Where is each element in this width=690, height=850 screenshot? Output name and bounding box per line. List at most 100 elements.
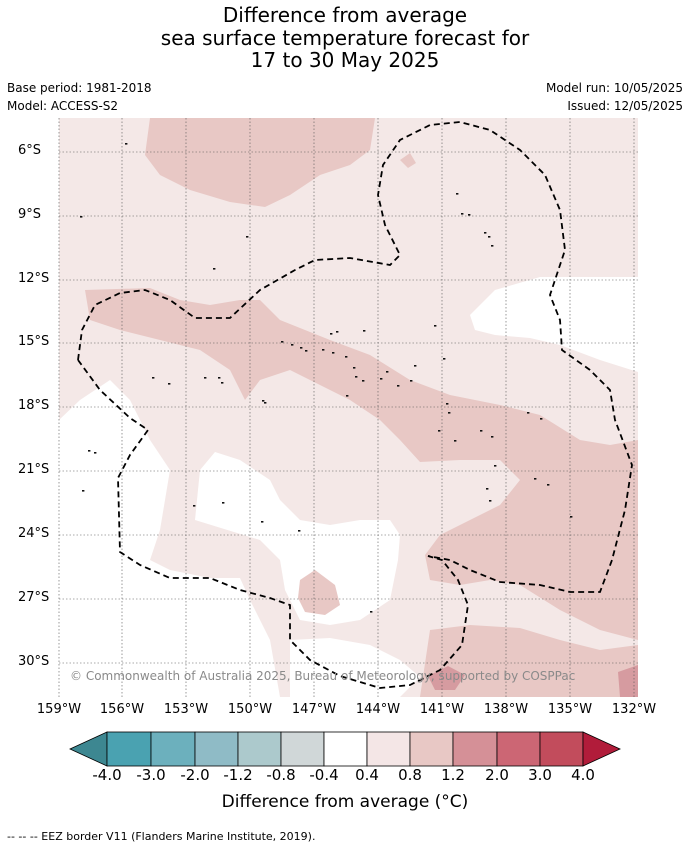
sst-anomaly-field	[59, 118, 638, 697]
island-mark	[491, 245, 494, 247]
island-mark	[125, 143, 128, 145]
longitude-label: 144°W	[355, 702, 401, 717]
longitude-label: 156°W	[99, 702, 145, 717]
island-mark	[448, 412, 451, 414]
meta-right: Model run: 10/05/2025 Issued: 12/05/2025	[546, 79, 683, 115]
island-mark	[353, 367, 356, 369]
warm-region-small	[400, 153, 416, 168]
title-line-1: Difference from average	[222, 3, 468, 27]
island-mark	[414, 365, 417, 367]
island-mark	[534, 478, 537, 480]
colorbar-tick-label: -0.8	[266, 766, 296, 784]
island-mark	[332, 352, 335, 354]
colorbar-tick-label: -0.4	[309, 766, 339, 784]
chart-title: Difference from average sea surface temp…	[0, 4, 690, 72]
longitude-label: 132°W	[611, 702, 657, 717]
island-mark	[386, 371, 389, 373]
eez-line-polynesia	[77, 121, 633, 593]
island-mark	[291, 344, 294, 346]
latitude-label: 30°S	[18, 654, 50, 669]
island-mark	[461, 213, 464, 215]
colorbar-tick-label: 4.0	[571, 766, 595, 784]
island-mark	[213, 268, 216, 270]
island-mark	[152, 377, 155, 379]
colorbar-segment	[366, 731, 411, 767]
island-mark	[446, 403, 449, 405]
latitude-label: 21°S	[18, 462, 50, 477]
title-line-3: 17 to 30 May 2025	[250, 48, 440, 72]
title-line-2: sea surface temperature forecast for	[160, 25, 530, 50]
colorbar-tick-label: 0.8	[398, 766, 422, 784]
island-mark	[486, 488, 489, 490]
islands	[80, 143, 573, 613]
island-mark	[491, 436, 494, 438]
island-mark	[88, 450, 91, 452]
latitude-label: 24°S	[18, 526, 50, 541]
island-mark	[438, 430, 441, 432]
island-mark	[480, 430, 483, 432]
island-mark	[322, 349, 325, 351]
longitude-label: 138°W	[483, 702, 529, 717]
island-mark	[336, 331, 339, 333]
island-mark	[298, 530, 301, 532]
colorbar-tick-label: 3.0	[528, 766, 552, 784]
island-mark	[261, 521, 264, 523]
hot-spot-corner	[618, 665, 638, 697]
island-mark	[82, 490, 85, 492]
longitude-label: 147°W	[291, 702, 337, 717]
eez-border	[77, 121, 633, 689]
colorbar-extend-low	[69, 731, 108, 767]
island-mark	[305, 350, 308, 352]
warm-region-north	[145, 118, 375, 207]
colorbar-segment	[452, 731, 498, 767]
colorbar-segment	[323, 731, 368, 767]
neutral-region-south	[290, 638, 420, 697]
island-mark	[370, 611, 373, 613]
island-mark	[456, 193, 459, 195]
colorbar-segment	[539, 731, 584, 767]
latitude-label: 15°S	[18, 334, 50, 349]
island-mark	[547, 484, 550, 486]
island-mark	[246, 236, 249, 238]
island-mark	[527, 412, 530, 414]
colorbar-tick-label: 2.0	[485, 766, 509, 784]
model-name: Model: ACCESS-S2	[7, 99, 119, 113]
latitude-label: 27°S	[18, 590, 50, 605]
island-mark	[204, 377, 207, 379]
longitude-label: 159°W	[36, 702, 82, 717]
base-period: Base period: 1981-2018	[7, 81, 152, 95]
colorbar-tick-label: -3.0	[136, 766, 166, 784]
latitude-label: 9°S	[18, 207, 42, 222]
copyright-notice: © Commonwealth of Australia 2025, Bureau…	[70, 669, 576, 683]
island-mark	[397, 385, 400, 387]
island-mark	[494, 465, 497, 467]
island-mark	[218, 377, 221, 379]
eez-line-west	[77, 359, 469, 689]
island-mark	[434, 325, 437, 327]
island-mark	[362, 380, 365, 382]
island-mark	[330, 333, 333, 335]
colorbar-segment	[237, 731, 282, 767]
island-mark	[488, 236, 491, 238]
colorbar-segment	[106, 731, 152, 767]
island-mark	[80, 216, 83, 218]
island-mark	[221, 382, 224, 384]
island-mark	[193, 505, 196, 507]
meta-left: Base period: 1981-2018 Model: ACCESS-S2	[7, 79, 152, 115]
latitude-label: 12°S	[18, 271, 50, 286]
island-mark	[570, 516, 573, 518]
colorbar-segment	[280, 731, 325, 767]
island-mark	[454, 440, 457, 442]
island-mark	[363, 330, 366, 332]
island-mark	[262, 400, 265, 402]
colorbar-tick-label: 1.2	[441, 766, 465, 784]
colorbar	[69, 731, 621, 767]
island-mark	[410, 380, 413, 382]
island-mark	[281, 341, 284, 343]
island-mark	[540, 418, 543, 420]
island-mark	[443, 358, 446, 360]
colorbar-title: Difference from average (°C)	[221, 792, 469, 812]
longitude-label: 153°W	[163, 702, 209, 717]
neutral-region-center	[195, 452, 400, 625]
